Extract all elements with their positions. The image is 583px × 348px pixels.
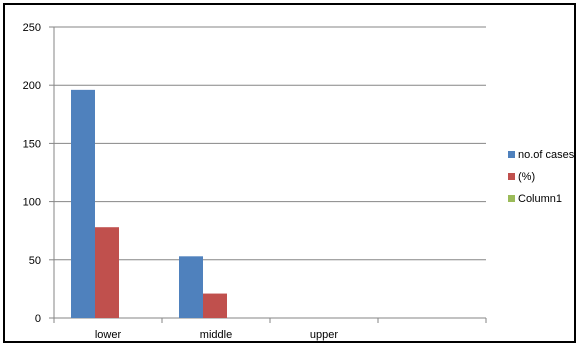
legend-label: no.of cases — [518, 149, 575, 161]
tick-labels: 0 50 100 150 200 250 lower middle upper — [23, 22, 339, 341]
y-tick-label: 50 — [29, 255, 41, 267]
x-tick-label: upper — [310, 329, 338, 341]
y-tick-label: 250 — [23, 22, 41, 34]
bar-no-of-cases-middle — [179, 256, 203, 318]
legend-swatch — [508, 151, 515, 158]
bar---lower — [95, 227, 119, 318]
bar-no-of-cases-lower — [71, 89, 95, 318]
y-tick-label: 150 — [23, 138, 41, 150]
x-tick-label: lower — [95, 329, 122, 341]
axes — [49, 26, 487, 323]
bar---middle — [203, 293, 227, 318]
legend-swatch — [508, 195, 515, 202]
gridlines — [54, 26, 486, 261]
legend: no.of cases (%) Column1 — [508, 149, 575, 205]
y-tick-label: 0 — [35, 313, 41, 325]
legend-label: (%) — [518, 171, 535, 183]
y-tick-label: 200 — [23, 80, 41, 92]
legend-swatch — [508, 173, 515, 180]
bars — [71, 89, 227, 318]
x-tick-label: middle — [200, 329, 232, 341]
y-tick-label: 100 — [23, 197, 41, 209]
legend-label: Column1 — [518, 193, 562, 205]
